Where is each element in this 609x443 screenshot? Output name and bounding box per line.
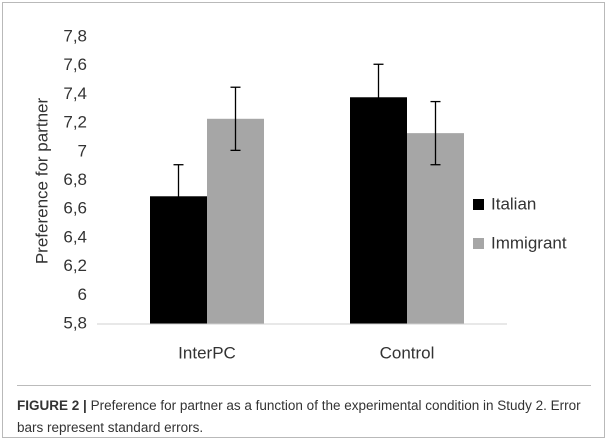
bar — [350, 97, 407, 325]
caption-text: Preference for partner as a function of … — [17, 398, 581, 435]
caption-label: FIGURE 2 | — [17, 398, 87, 413]
divider — [17, 385, 591, 386]
legend-label: Immigrant — [491, 233, 567, 252]
y-tick-label: 7,6 — [63, 55, 87, 74]
y-tick-label: 7 — [78, 141, 87, 160]
y-tick-label: 7,2 — [63, 113, 87, 132]
y-tick-label: 7,4 — [63, 84, 87, 103]
legend-swatch — [473, 238, 484, 249]
chart: Preference for partner 5,8 6 6,2 6,4 6,6 6,8 7… — [32, 26, 567, 362]
y-tick-label: 7,8 — [63, 26, 87, 45]
bar — [207, 118, 264, 324]
y-tick-label: 6,4 — [63, 227, 87, 246]
y-tick-label: 5,8 — [63, 313, 87, 332]
y-tick-label: 6,8 — [63, 170, 87, 189]
x-tick-label: InterPC — [178, 343, 236, 362]
legend-label: Italian — [491, 194, 536, 213]
y-tick-label: 6,6 — [63, 199, 87, 218]
y-tick-label: 6,2 — [63, 256, 87, 275]
figure: Preference for partner 5,8 6 6,2 6,4 6,6 6,8 7… — [2, 2, 605, 438]
x-tick-label: Control — [380, 343, 435, 362]
y-tick-label: 6 — [78, 285, 87, 304]
legend-swatch — [473, 199, 484, 210]
caption: FIGURE 2 | Preference for partner as a f… — [17, 395, 597, 437]
y-axis-title: Preference for partner — [32, 98, 51, 265]
